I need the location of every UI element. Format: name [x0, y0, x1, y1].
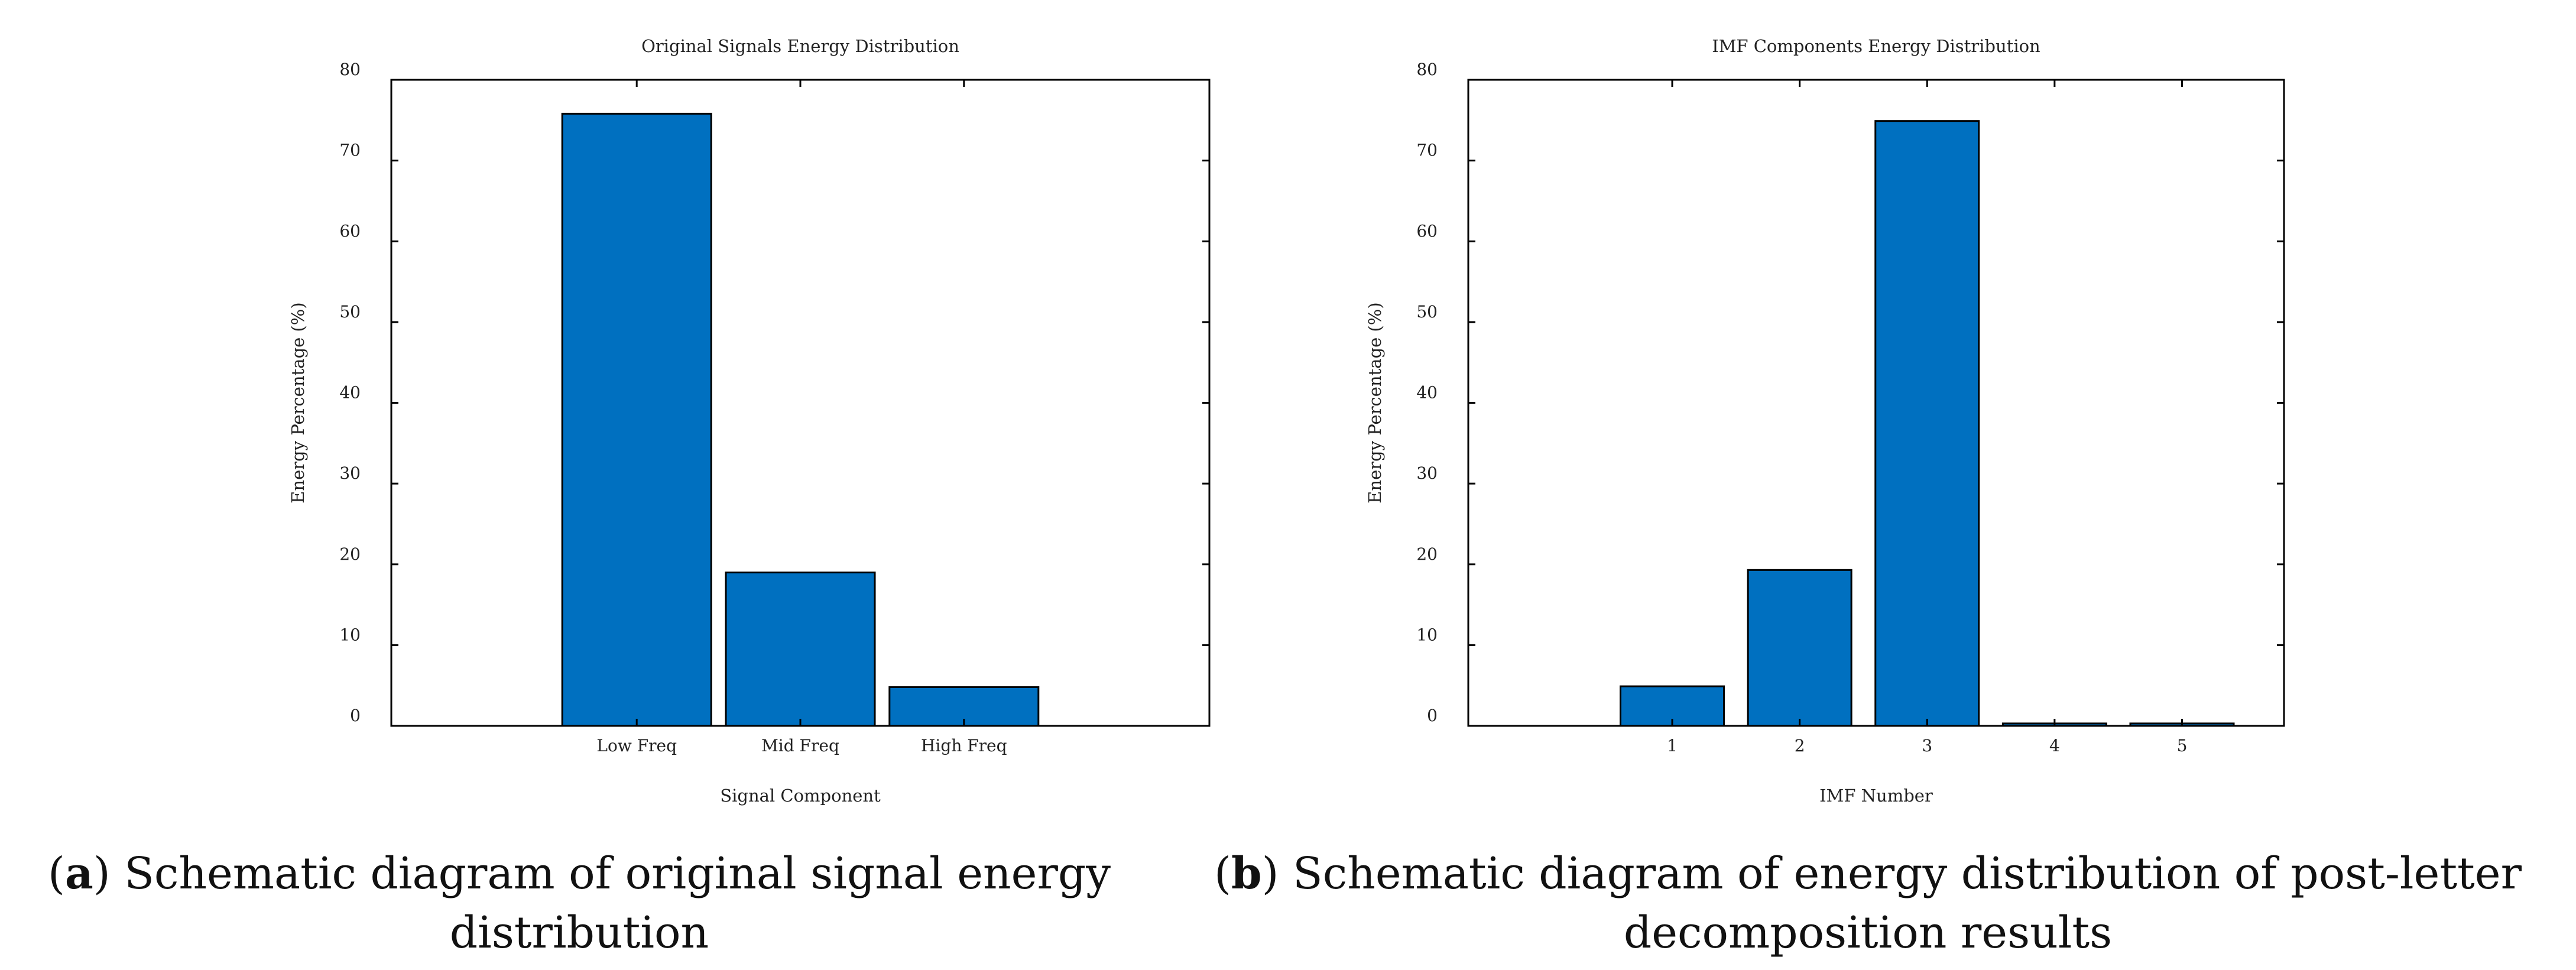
chart-b-xlabel: IMF Number [1819, 786, 1933, 806]
chart-a-ytick-label-20: 20 [339, 544, 361, 564]
caption-a-label: a [64, 848, 93, 899]
chart-a-ytick-label-70: 70 [339, 141, 361, 160]
chart-b-ytick-label-20: 20 [1416, 544, 1438, 564]
chart-b-ytick-label-80: 80 [1416, 60, 1438, 79]
chart-b-ytick-label-40: 40 [1416, 383, 1438, 403]
chart-b-ytick-label-0: 0 [1427, 706, 1438, 725]
chart-b-xtick-label-3: 3 [1922, 736, 1932, 755]
chart-b-bar-3 [1874, 120, 1980, 727]
chart-b-ytick-label-50: 50 [1416, 302, 1438, 322]
chart-a-ytick-label-0: 0 [350, 706, 361, 725]
chart-b-ytick-label-10: 10 [1416, 625, 1438, 644]
chart-b-xtick-label-4: 4 [2049, 736, 2060, 755]
caption-b-text: Schematic diagram of energy distribution… [1279, 848, 2522, 958]
caption-a-open: ( [47, 848, 65, 899]
chart-b-ytick-label-60: 60 [1416, 221, 1438, 241]
chart-b-xtick-label-5: 5 [2177, 736, 2188, 755]
chart-b-ylabel: Energy Percentage (%) [1365, 302, 1385, 503]
chart-a-xtick-label-1: Low Freq [596, 736, 677, 755]
chart-b-xtick-label-2: 2 [1795, 736, 1805, 755]
chart-b-ytick-label-70: 70 [1416, 141, 1438, 160]
chart-a-ytick-label-10: 10 [339, 625, 361, 644]
caption-a: (a) Schematic diagram of original signal… [18, 844, 1141, 962]
chart-a-bar-1 [561, 112, 712, 727]
chart-b-ytick-label-30: 30 [1416, 463, 1438, 483]
caption-b-label: b [1231, 848, 1262, 899]
chart-a-ylabel: Energy Percentage (%) [288, 302, 308, 503]
chart-a-ytick-label-60: 60 [339, 221, 361, 241]
chart-a-xlabel: Signal Component [720, 786, 881, 806]
chart-a-xtick-label-3: High Freq [921, 736, 1007, 755]
caption-b-open: ( [1214, 848, 1231, 899]
chart-a-ytick-label-40: 40 [339, 383, 361, 403]
chart-a-title: Original Signals Energy Distribution [641, 36, 959, 56]
caption-b: (b) Schematic diagram of energy distribu… [1170, 844, 2565, 962]
chart-b-bar-2 [1747, 569, 1852, 727]
chart-a-ytick-label-50: 50 [339, 302, 361, 322]
caption-a-text: Schematic diagram of original signal ene… [110, 848, 1111, 958]
caption-a-close: ) [93, 848, 111, 899]
chart-b-title: IMF Components Energy Distribution [1712, 36, 2040, 56]
chart-a-bar-2 [725, 571, 876, 727]
chart-a-ytick-label-30: 30 [339, 463, 361, 483]
chart-b-xtick-label-1: 1 [1667, 736, 1678, 755]
chart-a-ytick-label-80: 80 [339, 60, 361, 79]
chart-a-xtick-label-2: Mid Freq [761, 736, 839, 755]
caption-b-close: ) [1261, 848, 1279, 899]
